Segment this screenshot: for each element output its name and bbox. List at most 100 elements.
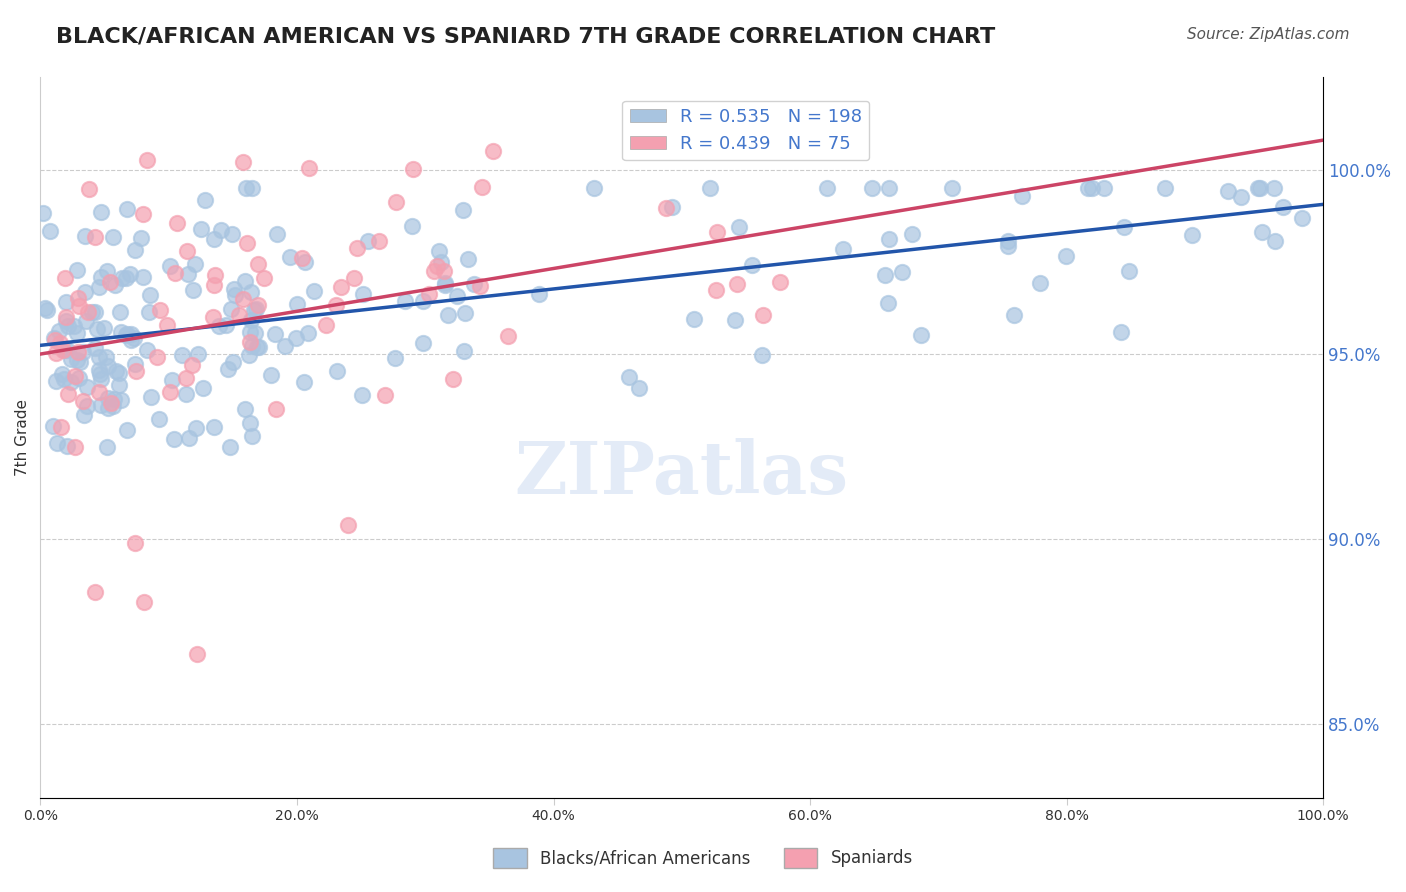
Point [274,339,297,353]
Point [430,255,453,269]
Point [49,419,72,434]
Point [394,293,416,308]
Point [55,314,77,328]
Point [202,420,225,434]
Point [69,355,91,369]
Point [174,387,197,401]
Point [343,270,366,285]
Point [285,297,308,311]
Point [193,381,215,395]
Point [63,368,86,383]
Point [1154,181,1177,195]
Point [222,355,245,369]
Point [240,181,263,195]
Point [304,284,326,298]
Point [724,313,747,327]
Point [219,440,242,454]
Point [115,327,138,342]
Point [96,440,118,454]
Point [87,363,110,377]
Point [194,193,217,207]
Point [221,227,243,242]
Point [139,288,162,302]
Point [1114,220,1136,235]
Point [101,229,124,244]
Point [165,266,187,280]
Point [67,299,90,313]
Point [39,224,62,238]
Point [186,647,208,661]
Point [741,258,763,272]
Point [67,371,90,385]
Legend: R = 0.535   N = 198, R = 0.439   N = 75: R = 0.535 N = 198, R = 0.439 N = 75 [623,101,869,161]
Point [58,319,80,334]
Point [240,429,263,443]
Point [202,278,225,293]
Point [66,345,89,359]
Point [706,226,728,240]
Point [453,344,475,359]
Point [228,308,250,322]
Point [53,271,76,285]
Point [222,282,245,296]
Point [412,294,434,309]
Point [181,283,204,297]
Point [232,292,254,306]
Point [190,222,212,236]
Point [470,180,492,194]
Point [103,278,125,293]
Point [87,350,110,364]
Point [201,310,224,325]
Point [159,385,181,400]
Point [186,421,208,435]
Point [96,263,118,277]
Point [291,251,314,265]
Point [832,242,855,256]
Point [48,324,70,338]
Point [110,393,132,408]
Point [174,370,197,384]
Point [59,376,82,390]
Point [352,286,374,301]
Point [42,419,65,434]
Point [876,295,898,310]
Point [45,435,67,450]
Point [434,276,457,290]
Point [890,264,912,278]
Point [166,216,188,230]
Point [72,394,94,409]
Point [423,263,446,277]
Point [236,236,259,251]
Point [34,301,56,316]
Point [1263,181,1285,195]
Point [1249,181,1271,195]
Point [1230,190,1253,204]
Point [55,438,77,452]
Point [243,326,266,340]
Point [107,366,129,380]
Point [103,400,125,414]
Point [619,369,641,384]
Point [72,345,94,359]
Point [402,162,425,177]
Point [86,322,108,336]
Point [176,244,198,258]
Point [108,377,131,392]
Point [63,440,86,454]
Point [457,252,479,266]
Point [145,350,167,364]
Point [451,202,474,217]
Point [437,308,460,322]
Point [941,181,963,195]
Point [56,386,79,401]
Point [1264,235,1286,249]
Point [433,277,456,292]
Point [97,401,120,415]
Point [76,399,98,413]
Point [179,431,201,445]
Point [103,392,125,406]
Point [1118,264,1140,278]
Point [37,303,59,318]
Point [84,230,107,244]
Point [53,372,76,386]
